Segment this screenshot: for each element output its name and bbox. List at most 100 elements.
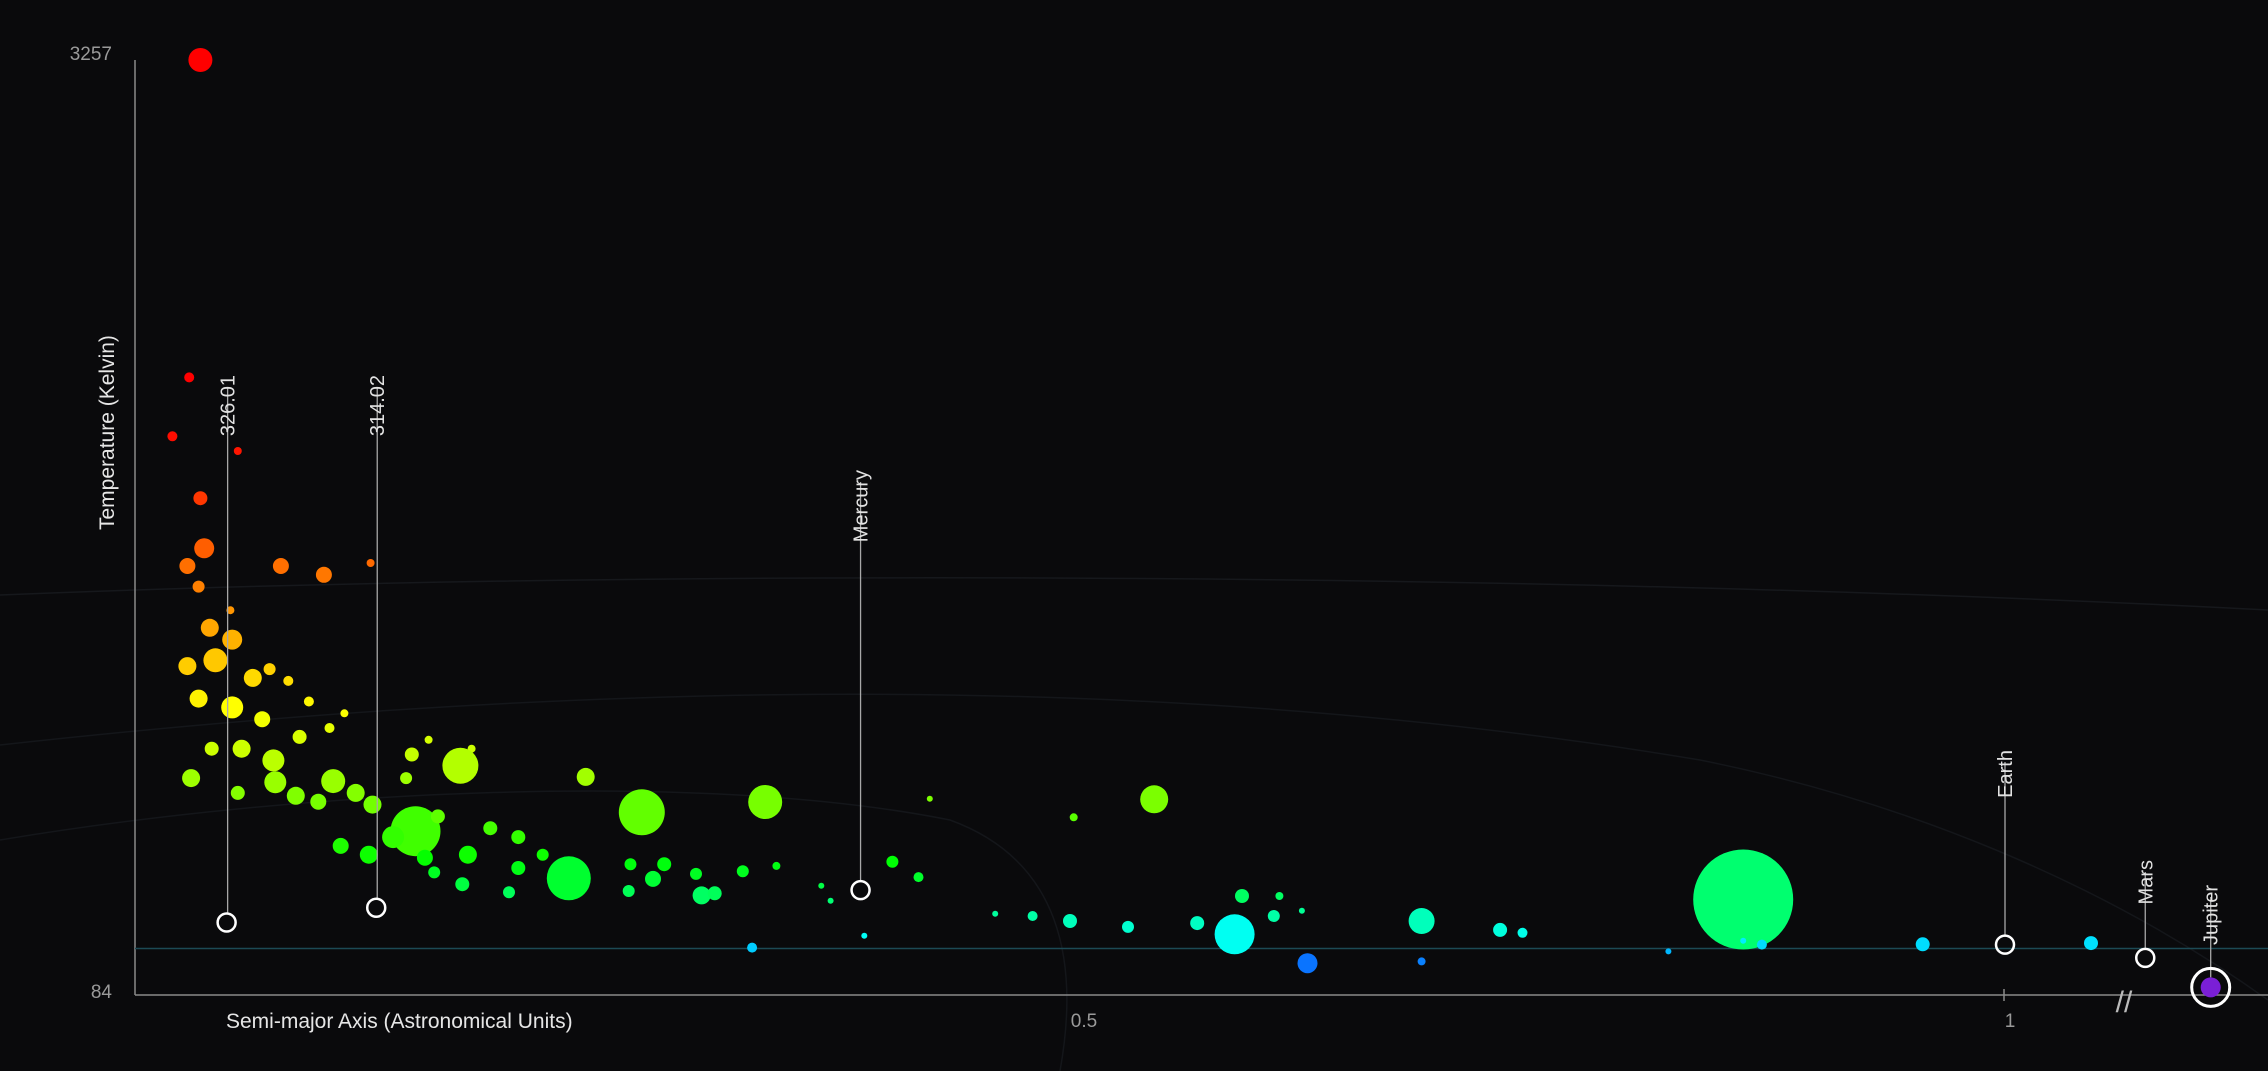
data-point[interactable] xyxy=(458,845,477,864)
data-point[interactable] xyxy=(483,821,498,836)
data-point[interactable] xyxy=(233,447,242,455)
data-point[interactable] xyxy=(455,877,470,892)
data-point[interactable] xyxy=(1665,948,1672,955)
data-point[interactable] xyxy=(818,882,825,889)
data-point[interactable] xyxy=(1140,785,1169,814)
data-point[interactable] xyxy=(232,739,251,758)
data-point[interactable] xyxy=(1493,922,1508,937)
data-point[interactable] xyxy=(511,830,526,845)
data-point[interactable] xyxy=(404,747,419,762)
data-point[interactable] xyxy=(230,785,245,800)
data-point[interactable] xyxy=(1298,907,1305,914)
data-point[interactable] xyxy=(226,606,235,615)
data-point[interactable] xyxy=(332,837,349,854)
data-point[interactable] xyxy=(430,809,445,824)
data-point[interactable] xyxy=(1122,920,1134,933)
data-point[interactable] xyxy=(511,861,526,875)
data-point[interactable] xyxy=(184,372,195,383)
data-point[interactable] xyxy=(827,897,834,904)
data-point[interactable] xyxy=(204,741,219,756)
data-point[interactable] xyxy=(428,866,441,879)
data-point[interactable] xyxy=(707,886,722,901)
data-point[interactable] xyxy=(283,675,294,686)
data-point[interactable] xyxy=(310,793,327,810)
data-point[interactable] xyxy=(363,795,382,814)
data-point[interactable] xyxy=(913,872,924,883)
data-point[interactable] xyxy=(203,648,228,673)
data-point[interactable] xyxy=(624,858,637,871)
annotation-earth[interactable]: Earth xyxy=(1994,750,2017,955)
data-point[interactable] xyxy=(736,865,749,878)
data-point[interactable] xyxy=(546,856,591,901)
data-point[interactable] xyxy=(1408,908,1435,934)
data-point[interactable] xyxy=(748,785,783,819)
data-point[interactable] xyxy=(1267,910,1280,922)
data-point[interactable] xyxy=(1417,957,1426,966)
data-point[interactable] xyxy=(576,767,595,786)
data-point[interactable] xyxy=(1275,892,1284,900)
data-point[interactable] xyxy=(926,795,933,802)
data-point[interactable] xyxy=(622,885,635,897)
data-point[interactable] xyxy=(192,580,205,593)
data-point[interactable] xyxy=(346,783,365,802)
data-point[interactable] xyxy=(262,749,285,772)
data-point[interactable] xyxy=(1915,937,1930,952)
data-point[interactable] xyxy=(1517,927,1528,938)
data-point[interactable] xyxy=(657,857,672,872)
data-point[interactable] xyxy=(1756,939,1767,950)
data-point[interactable] xyxy=(618,789,665,836)
data-point[interactable] xyxy=(2084,936,2098,951)
data-point[interactable] xyxy=(424,735,433,744)
data-point[interactable] xyxy=(1027,911,1038,921)
data-point[interactable] xyxy=(1069,813,1078,822)
data-point[interactable] xyxy=(221,696,244,719)
data-point[interactable] xyxy=(747,942,758,953)
data-point[interactable] xyxy=(390,806,441,857)
data-point[interactable] xyxy=(366,559,375,567)
data-point[interactable] xyxy=(1693,849,1794,950)
data-point[interactable] xyxy=(243,668,262,687)
data-point[interactable] xyxy=(861,932,868,939)
data-point[interactable] xyxy=(442,747,479,784)
data-point[interactable] xyxy=(503,886,515,899)
data-point[interactable] xyxy=(193,491,208,506)
data-point[interactable] xyxy=(340,709,349,718)
data-point[interactable] xyxy=(690,867,702,880)
data-point[interactable] xyxy=(536,848,549,861)
data-point[interactable] xyxy=(992,910,999,917)
data-point[interactable] xyxy=(264,771,287,794)
data-point[interactable] xyxy=(292,729,307,744)
data-point[interactable] xyxy=(222,629,243,650)
data-point[interactable] xyxy=(1190,916,1205,931)
data-point[interactable] xyxy=(315,566,332,583)
data-point[interactable] xyxy=(286,786,305,805)
data-point[interactable] xyxy=(254,711,271,728)
annotation-314-02[interactable]: 314.02 xyxy=(365,375,389,919)
data-point[interactable] xyxy=(886,855,899,868)
annotation-jupiter[interactable]: Jupiter xyxy=(2190,885,2232,1008)
data-point[interactable] xyxy=(167,431,178,442)
data-point[interactable] xyxy=(359,845,378,864)
annotation-mercury[interactable]: Mercury xyxy=(850,470,873,901)
data-point[interactable] xyxy=(182,769,201,788)
data-point[interactable] xyxy=(178,657,197,676)
data-point[interactable] xyxy=(263,663,276,676)
data-point[interactable] xyxy=(1063,914,1077,928)
data-point[interactable] xyxy=(1740,937,1747,944)
data-point[interactable] xyxy=(189,689,208,708)
data-point[interactable] xyxy=(382,826,405,849)
data-point[interactable] xyxy=(1235,889,1249,903)
data-point[interactable] xyxy=(194,538,215,559)
data-point[interactable] xyxy=(416,849,433,866)
data-point[interactable] xyxy=(188,48,213,72)
data-point[interactable] xyxy=(1297,953,1318,974)
data-point[interactable] xyxy=(321,769,346,794)
data-point[interactable] xyxy=(324,723,335,733)
annotation-mars[interactable]: Mars xyxy=(2135,860,2157,969)
data-point[interactable] xyxy=(772,861,781,870)
data-point[interactable] xyxy=(1214,914,1255,955)
data-point[interactable] xyxy=(179,558,196,574)
data-point[interactable] xyxy=(303,696,314,707)
data-point[interactable] xyxy=(645,870,661,887)
data-point[interactable] xyxy=(272,558,289,574)
